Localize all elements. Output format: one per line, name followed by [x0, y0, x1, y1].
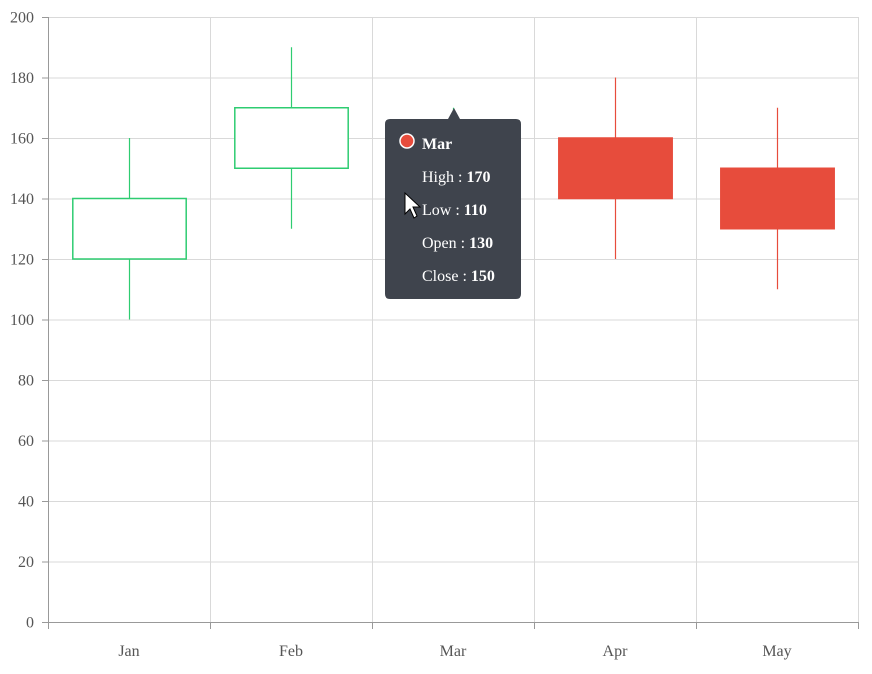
tooltip: Mar High : 170 Low : 110 Open : 130 Clos…	[385, 108, 521, 299]
candle-feb	[234, 47, 349, 229]
x-tick-label: Mar	[440, 643, 467, 660]
y-tick-label: 60	[18, 433, 34, 450]
grid-layer	[48, 17, 859, 623]
tooltip-background	[385, 108, 521, 299]
y-tick-label: 200	[10, 10, 34, 27]
tooltip-row-label: Close :	[422, 268, 471, 285]
tooltip-row-high: High : 170	[422, 169, 490, 186]
y-tick-label: 140	[10, 191, 34, 208]
candle-body	[234, 107, 349, 169]
tooltip-row-value: 170	[466, 169, 490, 186]
candle-may	[720, 107, 835, 290]
y-tick-label: 0	[26, 615, 34, 632]
y-tick-label: 180	[10, 70, 34, 87]
tooltip-row-close: Close : 150	[422, 268, 495, 285]
y-tick-label: 80	[18, 373, 34, 390]
y-tick-label: 160	[10, 131, 34, 148]
y-tick-label: 20	[18, 554, 34, 571]
candle-apr	[558, 77, 673, 259]
mouse-pointer-icon	[404, 191, 422, 219]
tooltip-category: Mar	[422, 136, 452, 153]
tooltip-row-label: High :	[422, 169, 466, 186]
tooltip-row-value: 130	[469, 235, 493, 252]
x-tick-label: Feb	[279, 643, 303, 660]
tooltip-row-open: Open : 130	[422, 235, 493, 252]
candle-body	[558, 137, 673, 200]
candle-body	[720, 167, 835, 230]
axis-layer: 0 20 40 60 80 100 120 140 160 180 200 Jan Feb Mar Apr M…	[10, 10, 859, 660]
y-tick-label: 100	[10, 312, 34, 329]
x-tick-label: Apr	[603, 643, 629, 660]
tooltip-row-value: 150	[471, 268, 495, 285]
y-tick-label: 40	[18, 494, 34, 511]
x-tick-label: May	[762, 643, 791, 660]
tooltip-row-label: Low :	[422, 202, 464, 219]
tooltip-row-value: 110	[464, 202, 487, 219]
tooltip-row-label: Open :	[422, 235, 469, 252]
candle-body	[72, 197, 187, 260]
x-tick-label: Jan	[118, 643, 139, 660]
y-tick-label: 120	[10, 252, 34, 269]
tooltip-row-low: Low : 110	[422, 202, 487, 219]
candle-jan	[72, 138, 187, 320]
tooltip-series-marker-icon	[399, 133, 415, 149]
